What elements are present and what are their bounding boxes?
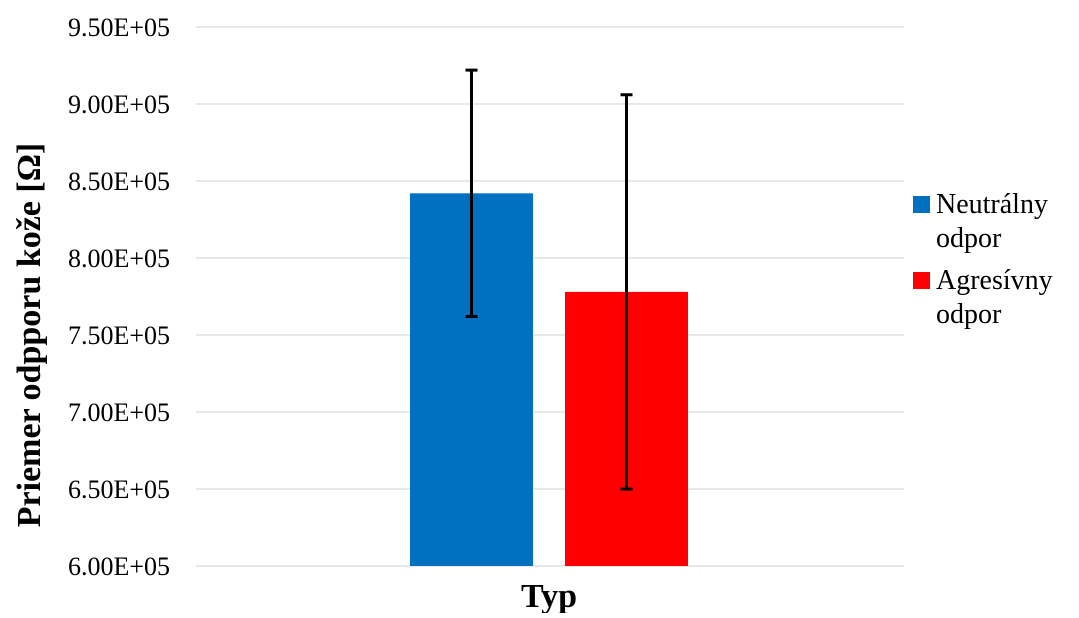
y-tick-label: 9.00E+05 xyxy=(68,90,170,119)
error-bar xyxy=(465,68,478,319)
y-tick-label: 6.00E+05 xyxy=(68,552,170,581)
y-tick-label: 7.50E+05 xyxy=(68,321,170,350)
legend-label: odpor xyxy=(936,299,1002,330)
error-bar xyxy=(620,93,633,491)
y-axis-title: Priemer odpporu kože [Ω] xyxy=(11,143,48,527)
y-tick-label: 7.00E+05 xyxy=(68,398,170,427)
gridlines xyxy=(196,26,904,567)
legend-label: odpor xyxy=(936,223,1002,254)
bars xyxy=(410,193,688,566)
legend-label: Neutrálny xyxy=(936,189,1048,220)
y-axis-ticks: 6.00E+05 6.50E+05 7.00E+05 7.50E+05 8.00E+05… xyxy=(68,13,170,581)
legend-swatch xyxy=(913,272,930,289)
y-tick-label: 9.50E+05 xyxy=(68,13,170,42)
legend-label: Agresívny xyxy=(936,265,1053,296)
legend-swatch xyxy=(913,196,930,213)
error-bars xyxy=(465,68,633,491)
y-tick-label: 6.50E+05 xyxy=(68,475,170,504)
y-tick-label: 8.00E+05 xyxy=(68,244,170,273)
y-tick-label: 8.50E+05 xyxy=(68,167,170,196)
x-axis-title: Typ xyxy=(521,578,577,613)
